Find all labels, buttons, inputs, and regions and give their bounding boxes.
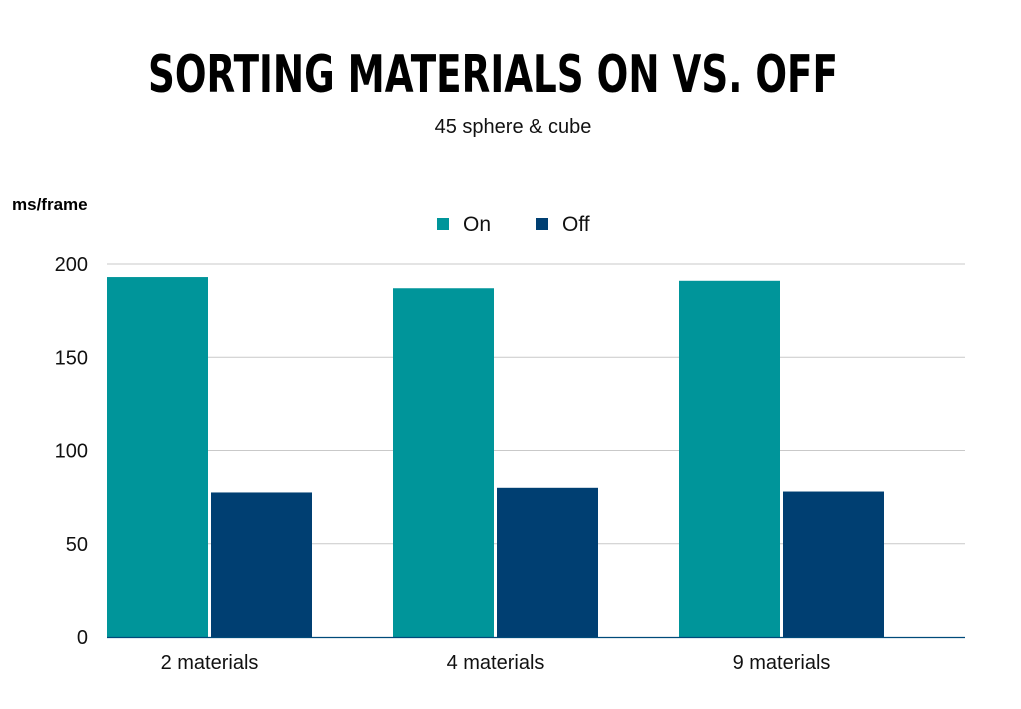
chart-subtitle: 45 sphere & cube [435, 116, 592, 138]
legend-swatch-on [437, 218, 449, 230]
x-tick-label: 4 materials [447, 652, 545, 674]
bar-on-2 [393, 288, 494, 637]
bar-on-3 [679, 280, 780, 637]
y-tick-label: 0 [77, 627, 88, 649]
x-tick-label: 2 materials [161, 652, 259, 674]
bar-off-1 [211, 492, 312, 637]
bars [107, 277, 884, 637]
bar-on-1 [107, 277, 208, 637]
y-tick-label: 50 [66, 534, 88, 556]
y-tick-label: 200 [55, 254, 88, 276]
legend-label-off: Off [562, 213, 590, 236]
bar-off-2 [497, 487, 598, 637]
y-tick-label: 150 [55, 347, 88, 369]
bar-off-3 [783, 491, 884, 637]
y-tick-label: 100 [55, 441, 88, 463]
legend-label-on: On [463, 213, 491, 236]
legend-swatch-off [536, 218, 548, 230]
legend: On Off [437, 213, 590, 236]
x-axis-ticks: 2 materials 4 materials 9 materials [161, 652, 831, 674]
x-tick-label: 9 materials [733, 652, 831, 674]
y-axis-ticks: 0 50 100 150 200 [55, 254, 88, 649]
chart-title: SORTING MATERIALS ON VS. OFF [148, 45, 838, 105]
y-axis-label: ms/frame [12, 195, 88, 214]
